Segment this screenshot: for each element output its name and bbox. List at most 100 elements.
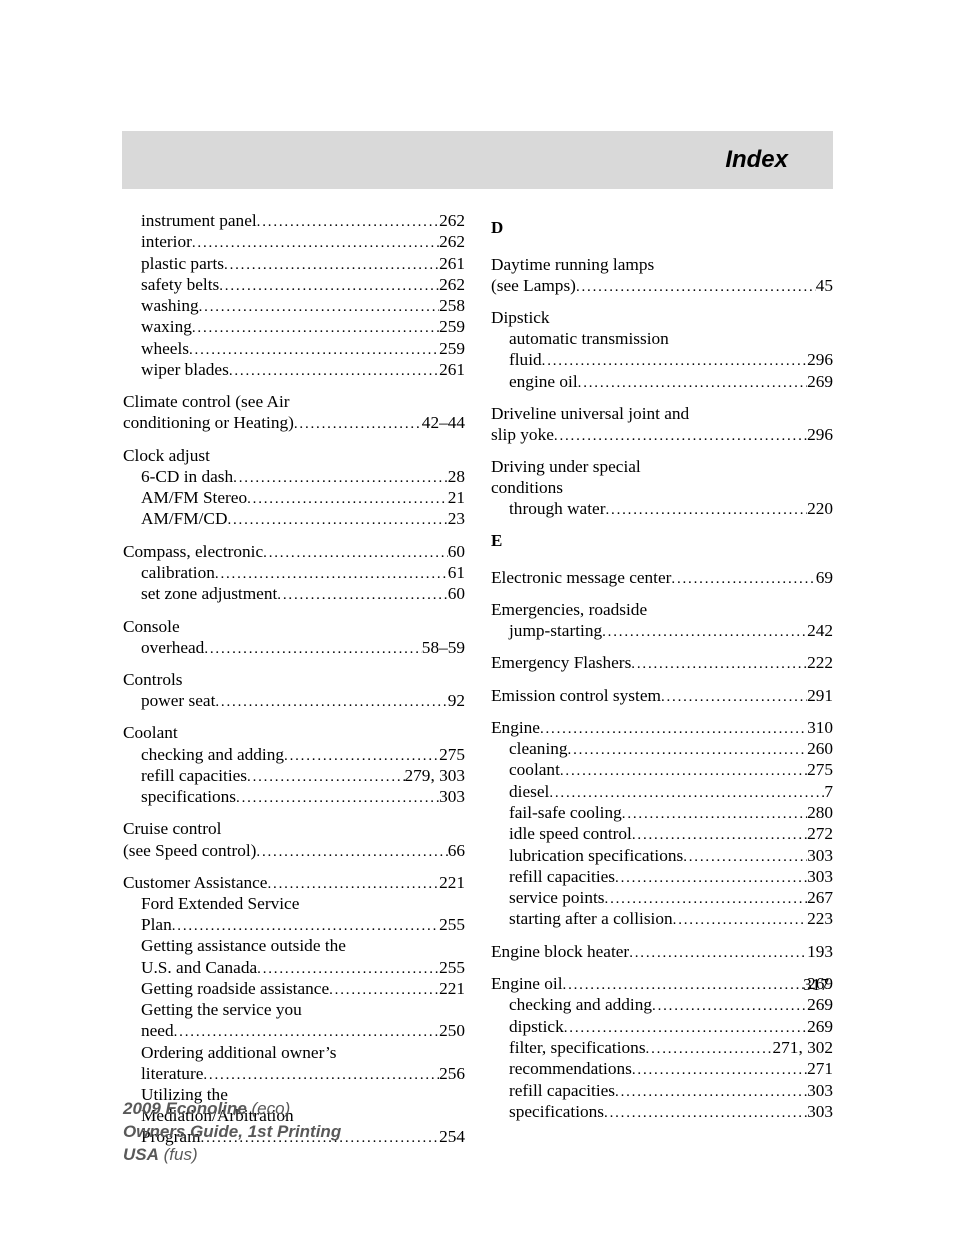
leader-dots (671, 570, 815, 588)
index-row: diesel 7 (491, 781, 833, 802)
index-page-ref: 66 (448, 840, 465, 861)
index-row: recommendations 271 (491, 1058, 833, 1079)
leader-dots (540, 720, 807, 738)
index-row: plastic parts 261 (123, 253, 465, 274)
index-row: Controls (123, 669, 465, 690)
index-page-ref: 261 (439, 253, 465, 274)
index-page-ref: 255 (439, 957, 465, 978)
leader-dots (247, 490, 448, 508)
index-label: Getting roadside assistance (141, 978, 329, 999)
index-group: Consoleoverhead 58–59 (123, 616, 465, 658)
index-row: power seat 92 (123, 690, 465, 711)
index-row: refill capacities 303 (491, 1080, 833, 1101)
index-page-ref: 261 (439, 359, 465, 380)
leader-dots (257, 960, 439, 978)
leader-dots (564, 1019, 807, 1037)
index-row: (see Speed control) 66 (123, 840, 465, 861)
index-row: specifications 303 (491, 1101, 833, 1122)
leader-dots (615, 1083, 807, 1101)
index-label: service points (509, 887, 605, 908)
index-page-ref: 262 (439, 231, 465, 252)
index-page-ref: 7 (824, 781, 833, 802)
index-group: Driveline universal joint andslip yoke 2… (491, 403, 833, 445)
index-page-ref: 267 (807, 887, 833, 908)
leader-dots (192, 234, 439, 252)
index-group: Electronic message center 69 (491, 567, 833, 588)
index-label: Engine block heater (491, 941, 629, 962)
leader-dots (224, 256, 439, 274)
leader-dots (632, 826, 807, 844)
index-page-ref: 260 (807, 738, 833, 759)
leader-dots (673, 911, 807, 929)
leader-dots (646, 1040, 773, 1058)
index-row: Dipstick (491, 307, 833, 328)
index-row: service points 267 (491, 887, 833, 908)
leader-dots (615, 869, 807, 887)
index-row: AM/FM Stereo 21 (123, 487, 465, 508)
section-letter: E (491, 531, 833, 552)
index-label: AM/FM/CD (141, 508, 227, 529)
index-page-ref: 258 (439, 295, 465, 316)
index-label: filter, specifications (509, 1037, 646, 1058)
index-row: Ordering additional owner’s (123, 1042, 465, 1063)
index-page-ref: 21 (448, 487, 465, 508)
index-row: wiper blades 261 (123, 359, 465, 380)
index-label: fluid (509, 349, 542, 370)
index-row: washing 258 (123, 295, 465, 316)
index-row: dipstick 269 (491, 1016, 833, 1037)
index-row: Engine oil 269 (491, 973, 833, 994)
index-label: conditions (491, 477, 563, 498)
index-row: AM/FM/CD 23 (123, 508, 465, 529)
index-page-ref: 262 (439, 210, 465, 231)
index-label: cleaning (509, 738, 568, 759)
leader-dots (172, 917, 439, 935)
leader-dots (554, 427, 807, 445)
index-label: Climate control (see Air (123, 391, 290, 412)
index-row: Engine 310 (491, 717, 833, 738)
index-group: instrument panel 262interior 262plastic … (123, 210, 465, 380)
index-row: Driveline universal joint and (491, 403, 833, 424)
index-label: lubrication specifications (509, 845, 683, 866)
leader-dots (267, 875, 439, 893)
index-row: specifications 303 (123, 786, 465, 807)
index-label: refill capacities (509, 1080, 615, 1101)
leader-dots (568, 741, 808, 759)
index-group: Clock adjust6-CD in dash 28AM/FM Stereo … (123, 445, 465, 530)
leader-dots (204, 640, 421, 658)
index-row: starting after a collision 223 (491, 908, 833, 929)
index-page-ref: 60 (448, 541, 465, 562)
header-band: Index (122, 131, 833, 189)
index-label: specifications (509, 1101, 604, 1122)
page-number: 317 (803, 975, 829, 995)
leader-dots (578, 374, 807, 392)
index-page-ref: 42–44 (422, 412, 465, 433)
index-row: Daytime running lamps (491, 254, 833, 275)
index-label: Console (123, 616, 180, 637)
leader-dots (629, 944, 807, 962)
index-page-ref: 45 (816, 275, 833, 296)
leader-dots (215, 693, 447, 711)
index-label: literature (141, 1063, 203, 1084)
leader-dots (284, 747, 439, 765)
index-row: lubrication specifications 303 (491, 845, 833, 866)
index-page-ref: 310 (807, 717, 833, 738)
index-page-ref: 222 (807, 652, 833, 673)
index-label: need (141, 1020, 174, 1041)
index-label: AM/FM Stereo (141, 487, 247, 508)
index-row: Ford Extended Service (123, 893, 465, 914)
index-page-ref: 220 (807, 498, 833, 519)
index-group: Cruise control(see Speed control) 66 (123, 818, 465, 860)
index-group: Emergencies, roadsidejump-starting 242 (491, 599, 833, 641)
index-label: calibration (141, 562, 215, 583)
index-label: Compass, electronic (123, 541, 263, 562)
leader-dots (602, 623, 807, 641)
index-label: Emission control system (491, 685, 661, 706)
index-page-ref: 23 (448, 508, 465, 529)
index-label: coolant (509, 759, 560, 780)
index-row: idle speed control 272 (491, 823, 833, 844)
index-row: wheels 259 (123, 338, 465, 359)
index-page-ref: 271, 302 (773, 1037, 833, 1058)
leader-dots (277, 586, 447, 604)
index-label: Driving under special (491, 456, 641, 477)
index-label: Driveline universal joint and (491, 403, 689, 424)
